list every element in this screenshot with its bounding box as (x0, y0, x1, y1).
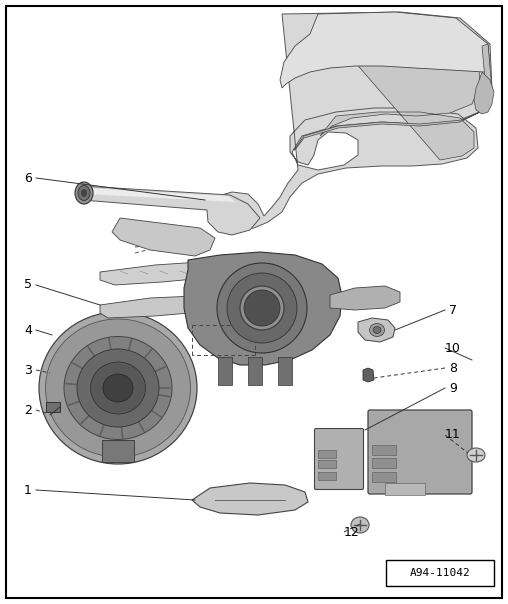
Bar (318, 472, 336, 480)
Bar (386, 560, 494, 586)
Ellipse shape (351, 517, 369, 533)
Polygon shape (294, 44, 492, 150)
Ellipse shape (39, 312, 197, 464)
Bar (248, 357, 262, 385)
Bar (372, 458, 396, 468)
Ellipse shape (373, 327, 381, 333)
Polygon shape (85, 188, 235, 202)
Text: 2: 2 (24, 403, 32, 417)
Ellipse shape (103, 374, 133, 402)
Polygon shape (100, 262, 220, 285)
Polygon shape (100, 296, 216, 318)
Ellipse shape (240, 286, 284, 330)
Text: A94-11042: A94-11042 (409, 568, 470, 578)
Ellipse shape (78, 185, 90, 201)
Text: 7: 7 (449, 303, 457, 316)
Text: 3: 3 (24, 364, 32, 376)
Bar (102, 440, 134, 462)
Ellipse shape (227, 273, 297, 343)
Text: 12: 12 (344, 525, 360, 539)
FancyBboxPatch shape (368, 410, 472, 494)
Bar (318, 460, 336, 468)
Ellipse shape (81, 189, 87, 197)
Polygon shape (320, 20, 480, 160)
Bar (46, 402, 60, 412)
Polygon shape (184, 252, 342, 365)
Polygon shape (363, 368, 374, 382)
Polygon shape (474, 72, 494, 114)
Ellipse shape (46, 319, 191, 457)
Text: 9: 9 (449, 382, 457, 394)
Text: 8: 8 (449, 362, 457, 374)
Polygon shape (82, 186, 260, 235)
Bar (278, 357, 292, 385)
Text: 10: 10 (445, 341, 461, 355)
Ellipse shape (90, 362, 145, 414)
Text: 1: 1 (24, 483, 32, 496)
Bar (372, 472, 396, 482)
Polygon shape (209, 12, 492, 230)
Ellipse shape (75, 182, 93, 204)
Ellipse shape (217, 263, 307, 353)
Bar (318, 450, 336, 458)
Text: 4: 4 (24, 324, 32, 336)
Text: 11: 11 (445, 428, 461, 442)
FancyBboxPatch shape (314, 428, 364, 489)
Bar (218, 357, 232, 385)
Polygon shape (358, 318, 395, 342)
Ellipse shape (369, 324, 385, 336)
Text: 5: 5 (24, 278, 32, 292)
Ellipse shape (467, 448, 485, 462)
Polygon shape (192, 483, 308, 515)
Polygon shape (330, 286, 400, 310)
Text: 6: 6 (24, 172, 32, 184)
Bar (372, 445, 396, 455)
Bar (385, 483, 425, 495)
Ellipse shape (77, 349, 159, 427)
Ellipse shape (64, 336, 172, 440)
Polygon shape (112, 218, 215, 256)
Polygon shape (280, 12, 490, 88)
Ellipse shape (244, 290, 280, 326)
